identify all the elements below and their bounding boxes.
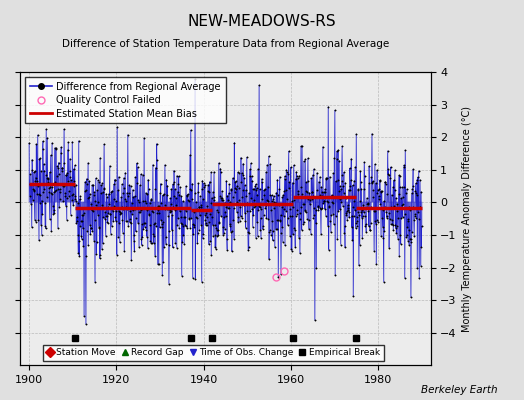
Title: Difference of Station Temperature Data from Regional Average: Difference of Station Temperature Data f… [62, 39, 389, 49]
Text: NEW-MEADOWS-RS: NEW-MEADOWS-RS [188, 14, 336, 29]
Y-axis label: Monthly Temperature Anomaly Difference (°C): Monthly Temperature Anomaly Difference (… [462, 106, 472, 332]
Text: Berkeley Earth: Berkeley Earth [421, 385, 498, 395]
Legend: Station Move, Record Gap, Time of Obs. Change, Empirical Break: Station Move, Record Gap, Time of Obs. C… [43, 344, 384, 361]
